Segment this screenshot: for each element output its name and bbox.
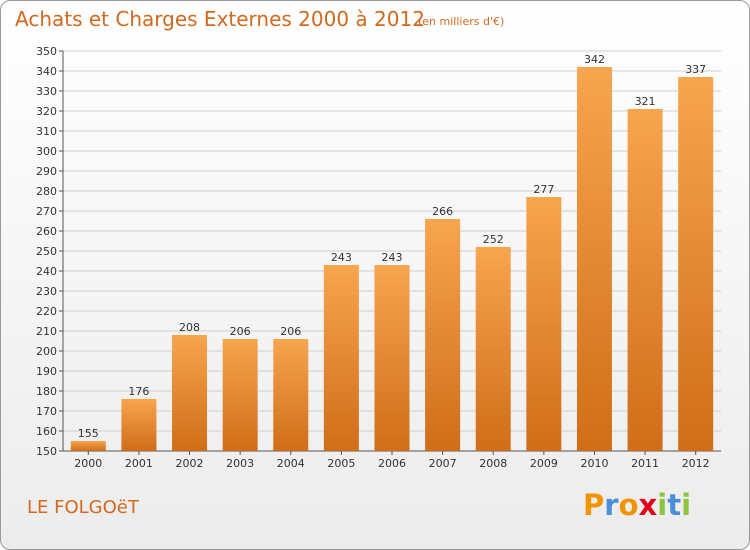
chart-unit-note: (en milliers d'€) [418, 15, 505, 28]
bar-2009 [526, 197, 562, 451]
y-tick-label: 330 [36, 85, 57, 98]
y-tick-label: 150 [36, 445, 57, 458]
y-tick-label: 190 [36, 365, 57, 378]
value-labels: 155 176 208 206 206 243 243 266 252 277 342 321 337 [78, 53, 706, 440]
value-label: 208 [179, 321, 200, 334]
y-tick-label: 160 [36, 425, 57, 438]
bar-2010 [576, 67, 612, 451]
y-tick-label: 170 [36, 405, 57, 418]
y-tick-label: 250 [36, 245, 57, 258]
bar-2004 [273, 339, 309, 451]
x-tick-label: 2007 [429, 457, 457, 470]
value-label: 206 [230, 325, 251, 338]
y-tick-label: 270 [36, 205, 57, 218]
bar-2003 [222, 339, 258, 451]
value-label: 266 [432, 205, 453, 218]
x-tick-label: 2005 [327, 457, 355, 470]
commune-name: LE FOLGOëT [27, 497, 139, 518]
bar-2007 [425, 219, 461, 451]
logo-letter: P [583, 488, 605, 522]
x-tick-label: 2002 [176, 457, 204, 470]
y-tick-label: 240 [36, 265, 57, 278]
bar-2005 [323, 265, 359, 451]
x-tick-label: 2000 [74, 457, 102, 470]
bar-2000 [70, 441, 106, 451]
logo-letter: x [638, 488, 658, 522]
logo-letter: i [657, 488, 668, 522]
y-tick-label: 220 [36, 305, 57, 318]
y-tick-label: 210 [36, 325, 57, 338]
y-tick-label: 180 [36, 385, 57, 398]
y-tick-label: 310 [36, 125, 57, 138]
value-label: 337 [685, 63, 706, 76]
y-tick-label: 200 [36, 345, 57, 358]
bar-2012 [678, 77, 714, 451]
x-tick-label: 2009 [530, 457, 558, 470]
x-tick-label: 2010 [580, 457, 608, 470]
bar-2006 [374, 265, 410, 451]
y-tick-label: 260 [36, 225, 57, 238]
chart-title: Achats et Charges Externes 2000 à 2012 [15, 7, 425, 31]
value-label: 252 [483, 233, 504, 246]
x-tick-label: 2006 [378, 457, 406, 470]
bar-2008 [475, 247, 511, 451]
x-tick-label: 2004 [277, 457, 305, 470]
value-label: 321 [635, 95, 656, 108]
value-label: 243 [331, 251, 352, 264]
proxiti-logo: Proxiti [583, 488, 691, 522]
logo-letter: t [667, 488, 682, 522]
x-tick-label: 2011 [631, 457, 659, 470]
y-tick-label: 300 [36, 145, 57, 158]
bars [70, 67, 714, 451]
y-tick-label: 320 [36, 105, 57, 118]
y-tick-label: 230 [36, 285, 57, 298]
value-label: 342 [584, 53, 605, 66]
logo-letter: r [604, 488, 619, 522]
value-label: 176 [128, 385, 149, 398]
x-tick-label: 2003 [226, 457, 254, 470]
value-label: 155 [78, 427, 99, 440]
y-tick-label: 340 [36, 65, 57, 78]
bar-2001 [121, 399, 157, 451]
logo-letter: i [681, 488, 692, 522]
y-tick-label: 290 [36, 165, 57, 178]
value-label: 206 [280, 325, 301, 338]
bar-2002 [172, 335, 208, 451]
x-tick-label: 2012 [682, 457, 710, 470]
value-label: 243 [382, 251, 403, 264]
y-tick-label: 280 [36, 185, 57, 198]
logo-letter: o [618, 488, 639, 522]
x-tick-label: 2001 [125, 457, 153, 470]
x-tick-label: 2008 [479, 457, 507, 470]
value-label: 277 [533, 183, 554, 196]
y-tick-label: 350 [36, 45, 57, 58]
bar-2011 [627, 109, 663, 451]
